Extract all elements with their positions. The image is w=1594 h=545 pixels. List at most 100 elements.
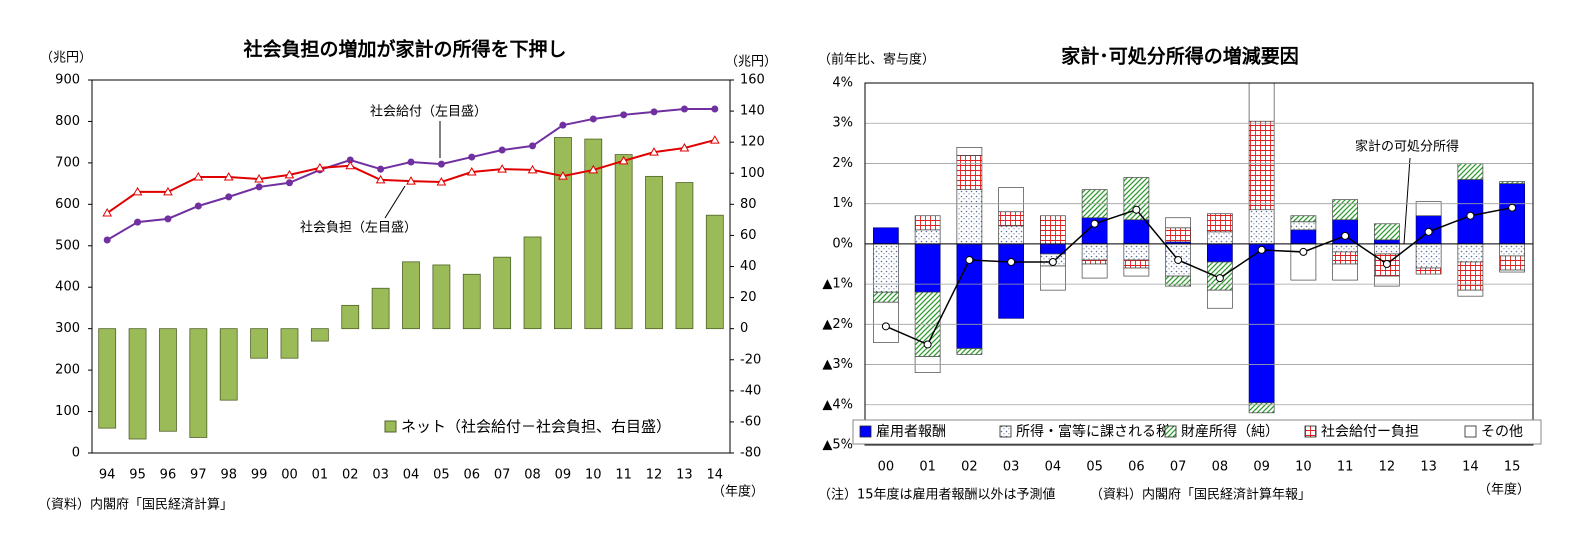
bar-segment — [1123, 267, 1150, 277]
bar-segment — [1039, 215, 1066, 245]
x-tick-label: 00 — [281, 468, 298, 483]
bar — [584, 138, 603, 330]
bar-segment — [1081, 243, 1108, 261]
x-tick-label: 09 — [555, 468, 572, 483]
marker — [711, 105, 719, 113]
bar-segment — [1165, 217, 1191, 229]
legend-box — [852, 419, 1542, 445]
marker — [194, 202, 202, 210]
marker — [132, 186, 143, 196]
y2-tick-label: 100 — [740, 166, 765, 181]
y2-tick-label: 120 — [740, 135, 765, 150]
bar — [523, 236, 542, 330]
marker — [620, 111, 628, 119]
y2-tick-label: -80 — [740, 446, 761, 461]
x-tick-label: 07 — [1170, 460, 1187, 475]
bar-segment — [1332, 263, 1358, 281]
x-tick-label: 05 — [1086, 460, 1103, 475]
bar — [614, 154, 633, 330]
bar-segment — [1248, 120, 1275, 211]
legend-swatch — [1304, 425, 1317, 438]
bar-segment — [872, 227, 899, 245]
y2-tick-label: 0 — [740, 321, 748, 336]
y2-tick-label: 140 — [740, 104, 765, 119]
bar-segment — [1499, 181, 1525, 184]
bar-segment — [1415, 243, 1442, 269]
y-tick-label: 0% — [832, 236, 853, 251]
bar-segment — [998, 187, 1024, 213]
marker — [559, 121, 567, 129]
y-unit: （兆円） — [40, 51, 92, 66]
bar-segment — [1499, 255, 1525, 271]
bar-segment — [914, 243, 941, 293]
bar-segment — [1123, 243, 1150, 261]
note: （注）15年度は雇用者報酬以外は予測値 — [818, 487, 1056, 503]
x-tick-label: 05 — [433, 468, 450, 483]
y2-tick-label: -60 — [740, 414, 761, 429]
plot — [872, 83, 1525, 414]
marker — [223, 171, 234, 181]
y-tick-label: 400 — [55, 280, 80, 295]
chart-title: 社会負担の増加が家計の所得を下押し — [242, 38, 566, 61]
x-tick-label: 06 — [1128, 460, 1145, 475]
x-tick-label: 03 — [1003, 460, 1020, 475]
marker — [529, 142, 537, 150]
legend-label: 雇用者報酬 — [876, 423, 946, 440]
bar-segment — [1373, 223, 1400, 241]
bar — [645, 175, 663, 330]
bar-segment — [998, 225, 1024, 245]
x-tick-label: 03 — [372, 468, 389, 483]
marker — [437, 160, 445, 168]
marker — [618, 155, 629, 165]
bar-segment — [1248, 243, 1275, 404]
annotation-arrow — [384, 185, 406, 219]
x-tick-label: 02 — [342, 468, 359, 483]
bar — [219, 328, 238, 401]
bar-segment — [1248, 209, 1275, 245]
marker — [558, 171, 568, 180]
bar-segment — [1457, 179, 1484, 245]
bar-segment — [872, 301, 899, 343]
bar-segment — [956, 155, 983, 190]
bar — [553, 137, 572, 330]
bar-segment — [1165, 227, 1191, 243]
plot-frame — [864, 82, 1534, 446]
bar — [128, 328, 147, 440]
x-tick-label: 01 — [919, 460, 936, 475]
x-tick-label: 14 — [707, 468, 724, 483]
source: （資料）内閣府「国民経済計算」 — [38, 497, 233, 513]
bar-segment — [1457, 163, 1484, 180]
x-tick-label: 04 — [403, 468, 420, 483]
bar-segment — [1081, 263, 1108, 279]
marker — [1174, 255, 1183, 264]
x-tick-label: 96 — [160, 468, 177, 483]
bar-segment — [956, 147, 983, 156]
bar-segment — [1415, 267, 1442, 275]
bar — [250, 328, 269, 359]
x-tick-label: 97 — [190, 468, 207, 483]
marker — [1382, 260, 1391, 268]
y-tick-label: ▲2% — [822, 317, 853, 332]
y2-tick-label: 40 — [740, 259, 757, 274]
marker — [285, 179, 293, 187]
marker — [225, 193, 233, 201]
marker — [102, 208, 113, 217]
marker — [527, 164, 538, 174]
x-tick-label: 13 — [676, 468, 693, 483]
bar-segment — [872, 243, 899, 293]
bar-segment — [1165, 275, 1191, 287]
bar-segment — [1332, 251, 1358, 265]
bar — [98, 328, 117, 429]
bar — [371, 287, 390, 330]
legend-swatch — [1164, 425, 1177, 438]
bar-segment — [1290, 229, 1317, 245]
x-tick-label: 14 — [1462, 460, 1479, 475]
marker — [346, 156, 354, 164]
y-tick-label: 300 — [55, 321, 80, 336]
bar-segment — [998, 211, 1024, 227]
marker — [1215, 274, 1224, 283]
marker — [709, 135, 720, 144]
bar-segment — [1123, 259, 1150, 269]
marker — [1090, 219, 1099, 228]
bar — [462, 273, 481, 330]
